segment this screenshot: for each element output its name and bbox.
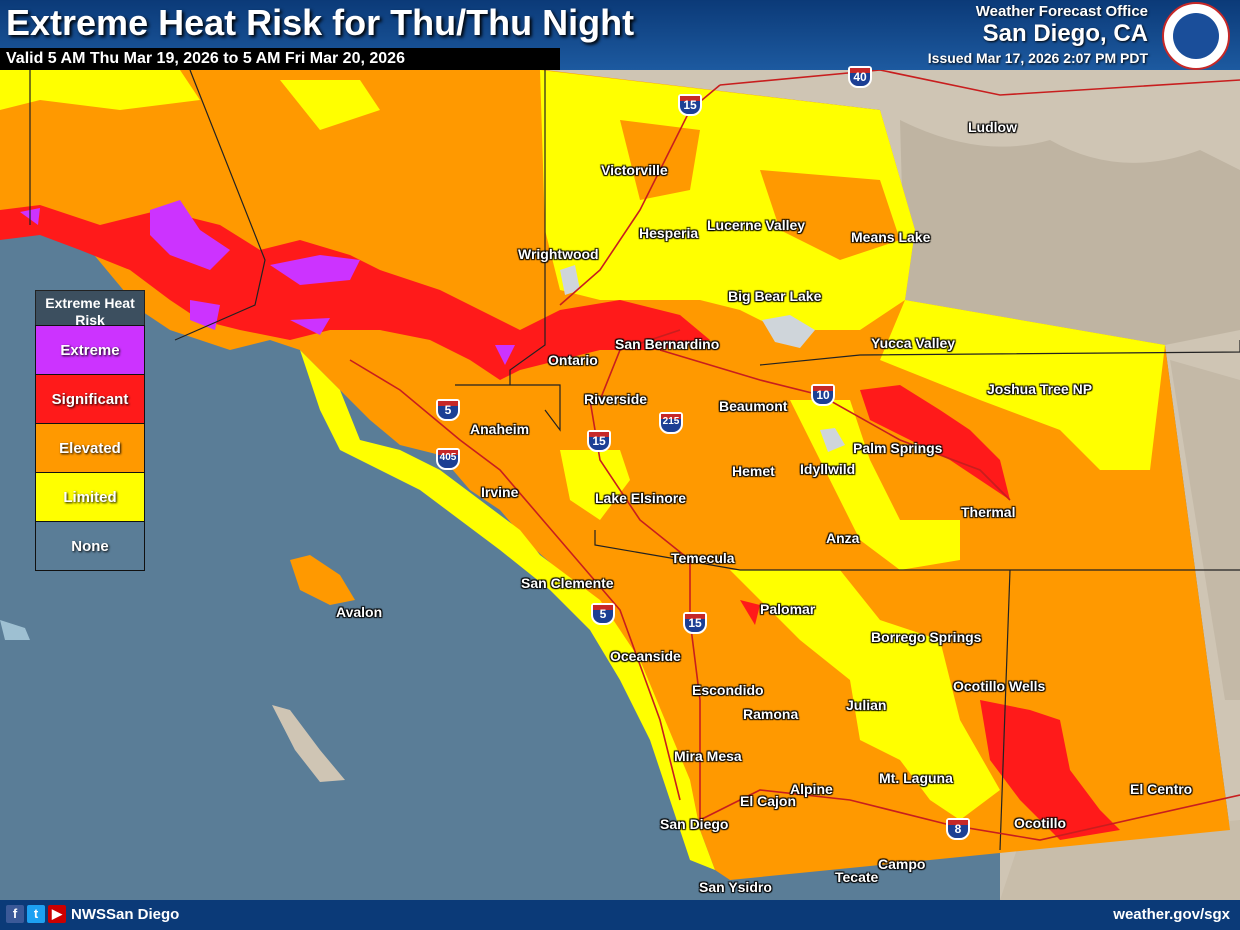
city-label: San Ysidro (699, 879, 772, 895)
city-label: El Cajon (740, 793, 797, 809)
city-label: Anaheim (470, 421, 530, 437)
city-label: Mira Mesa (674, 748, 742, 764)
legend-title: Extreme Heat Risk (35, 290, 145, 328)
interstate-shield: 15 (678, 94, 702, 116)
heat-risk-legend: Extreme Heat Risk Extreme Significant El… (35, 290, 145, 571)
office-location: San Diego, CA (982, 20, 1148, 47)
interstate-shield: 5 (591, 603, 615, 625)
city-label: Anza (826, 530, 860, 546)
city-label: Means Lake (851, 229, 931, 245)
map-title: Extreme Heat Risk for Thu/Thu Night (6, 2, 635, 43)
city-label: Wrightwood (518, 246, 599, 262)
website-link[interactable]: weather.gov/sgx (1113, 906, 1230, 923)
issued-time: Issued Mar 17, 2026 2:07 PM PDT (927, 50, 1148, 66)
legend-item-limited: Limited (35, 472, 145, 522)
social-links: f t ▶ (6, 905, 66, 923)
office-info: Weather Forecast Office San Diego, CA Is… (928, 3, 1148, 66)
city-label: El Centro (1130, 781, 1193, 797)
city-label: Big Bear Lake (728, 288, 822, 304)
city-label: Hesperia (639, 225, 699, 241)
office-label: Weather Forecast Office (975, 3, 1148, 20)
city-label: Palm Springs (853, 440, 943, 456)
interstate-shield: 215 (659, 412, 683, 434)
city-label: Ramona (743, 706, 799, 722)
city-label: Joshua Tree NP (987, 381, 1093, 397)
city-label: Hemet (732, 463, 775, 479)
city-label: Borrego Springs (871, 629, 982, 645)
map-header: Extreme Heat Risk for Thu/Thu Night Vali… (0, 0, 1240, 70)
legend-item-extreme: Extreme (35, 325, 145, 375)
interstate-shield: 15 (587, 430, 611, 452)
city-label: Thermal (961, 504, 1016, 520)
twitter-icon[interactable]: t (27, 905, 45, 923)
city-label: Lucerne Valley (707, 217, 806, 233)
youtube-icon[interactable]: ▶ (48, 905, 66, 923)
city-label: Idyllwild (800, 461, 856, 477)
facebook-icon[interactable]: f (6, 905, 24, 923)
valid-period: Valid 5 AM Thu Mar 19, 2026 to 5 AM Fri … (0, 48, 560, 70)
city-label: Beaumont (719, 398, 788, 414)
nws-logo (1162, 2, 1230, 70)
city-label: Ocotillo (1014, 815, 1067, 831)
city-label: San Bernardino (615, 336, 720, 352)
interstate-shield: 5 (436, 399, 460, 421)
city-label: Temecula (671, 550, 735, 566)
city-label: Ocotillo Wells (953, 678, 1046, 694)
city-label: Avalon (336, 604, 383, 620)
city-label: Julian (846, 697, 887, 713)
city-label: Victorville (601, 162, 668, 178)
city-label: Irvine (481, 484, 519, 500)
city-label: Palomar (760, 601, 816, 617)
legend-item-elevated: Elevated (35, 423, 145, 473)
legend-item-none: None (35, 521, 145, 571)
interstate-shield: 40 (848, 66, 872, 88)
city-label: Alpine (790, 781, 833, 797)
city-label: Oceanside (610, 648, 681, 664)
interstate-shield: 8 (946, 818, 970, 840)
city-label: San Diego (660, 816, 729, 832)
interstate-shield: 15 (683, 612, 707, 634)
map-footer: f t ▶ NWSSan Diego weather.gov/sgx (0, 900, 1240, 930)
city-label: Ontario (548, 352, 598, 368)
interstate-shield: 10 (811, 384, 835, 406)
city-label: Mt. Laguna (879, 770, 953, 786)
city-label: San Clemente (521, 575, 614, 591)
city-label: Riverside (584, 391, 648, 407)
interstate-shield: 405 (436, 448, 460, 470)
city-label: Lake Elsinore (595, 490, 687, 506)
legend-item-significant: Significant (35, 374, 145, 424)
city-label: Ludlow (968, 119, 1017, 135)
city-label: Tecate (835, 869, 879, 885)
nws-logo-emblem (1173, 13, 1219, 59)
city-label: Escondido (692, 682, 764, 698)
social-handle[interactable]: NWSSan Diego (71, 906, 180, 923)
city-label: Yucca Valley (871, 335, 956, 351)
city-label: Campo (878, 856, 926, 872)
